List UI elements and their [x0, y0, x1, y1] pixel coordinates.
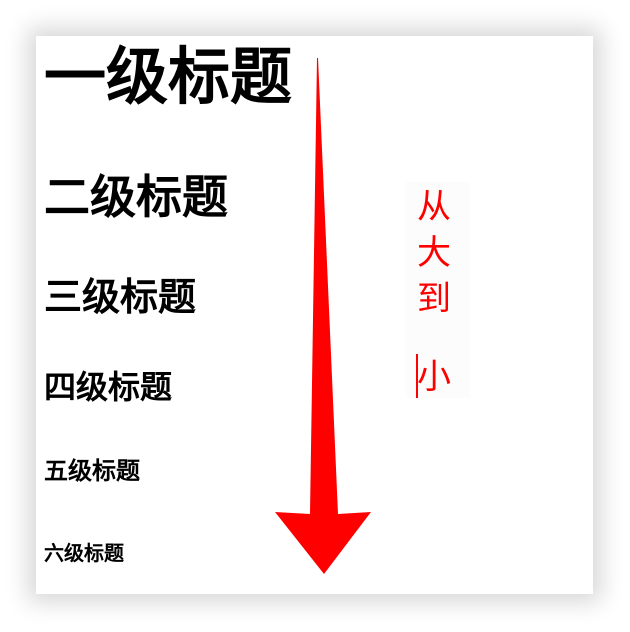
text-cursor	[416, 354, 418, 398]
size-order-note: 从 大 到 小	[406, 182, 470, 398]
heading-level-1: 一级标题	[44, 40, 293, 113]
arrow-shape	[275, 58, 371, 574]
heading-level-2: 二级标题	[44, 170, 228, 224]
heading-level-6: 六级标题	[44, 541, 124, 565]
heading-level-4: 四级标题	[44, 368, 173, 406]
note-char-3: 到	[417, 279, 451, 319]
note-char-1: 从	[417, 187, 451, 227]
note-char-4: 小	[417, 357, 451, 397]
document-canvas: 一级标题 二级标题 三级标题 四级标题 五级标题 六级标题 从 大 到 小	[36, 36, 593, 594]
down-arrow-icon	[275, 58, 371, 574]
note-char-2: 大	[417, 233, 451, 273]
heading-level-5: 五级标题	[44, 456, 140, 485]
heading-level-3: 三级标题	[44, 274, 197, 319]
